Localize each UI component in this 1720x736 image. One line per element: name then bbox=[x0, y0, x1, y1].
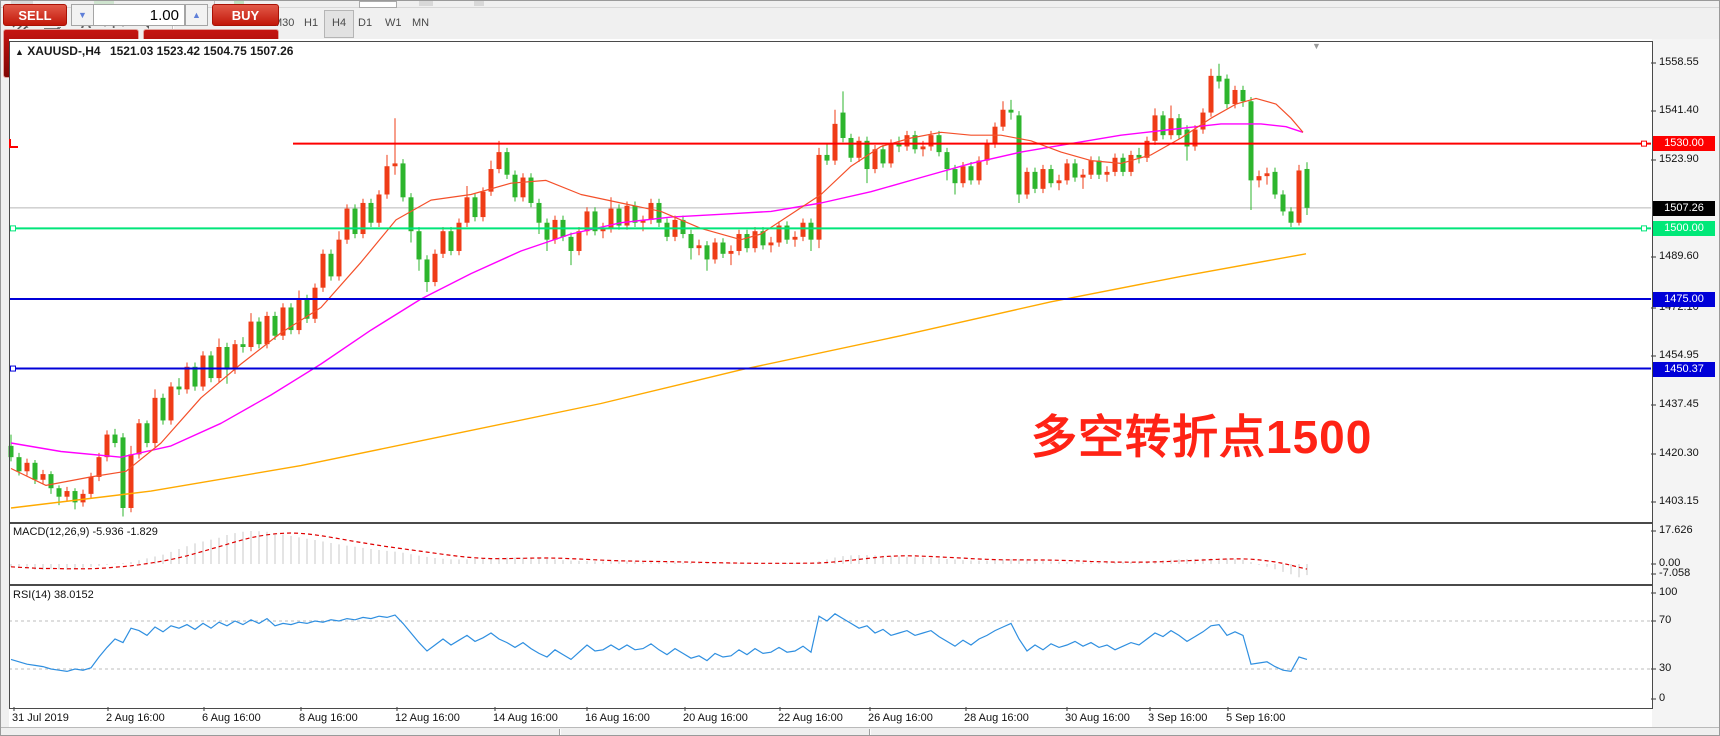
rsi-tick-label: 0 bbox=[1659, 692, 1666, 704]
rsi-tick-label: 30 bbox=[1659, 662, 1672, 674]
clipped-toolbar-row bbox=[1, 1, 1719, 8]
macd-tick-label: -7.058 bbox=[1659, 567, 1691, 579]
price-tick-label: 1489.60 bbox=[1659, 250, 1699, 262]
clipped-button bbox=[234, 1, 244, 6]
date-axis-label: 26 Aug 16:00 bbox=[868, 712, 933, 724]
rsi-tick-label: 70 bbox=[1659, 614, 1672, 626]
date-axis-label: 30 Aug 16:00 bbox=[1065, 712, 1130, 724]
chart-shift-marker-icon[interactable]: ▼ bbox=[1312, 41, 1321, 51]
date-axis-label: 16 Aug 16:00 bbox=[585, 712, 650, 724]
date-axis-label: 31 Jul 2019 bbox=[12, 712, 69, 724]
clipped-button bbox=[474, 1, 484, 6]
clipped-button bbox=[419, 1, 433, 6]
date-axis-label: 28 Aug 16:00 bbox=[964, 712, 1029, 724]
clipped-input bbox=[359, 1, 397, 8]
chart-symbol-header: ▲ XAUUSD-,H4 1521.03 1523.42 1504.75 150… bbox=[15, 44, 293, 58]
date-axis-label: 22 Aug 16:00 bbox=[778, 712, 843, 724]
price-badge: 1450.37 bbox=[1653, 361, 1715, 377]
clipped-button bbox=[94, 1, 114, 6]
price-tick-label: 1454.95 bbox=[1659, 349, 1699, 361]
date-axis-label: 5 Sep 16:00 bbox=[1226, 712, 1286, 724]
clipped-status-bar bbox=[1, 727, 1719, 735]
collapse-arrow-icon[interactable]: ▲ bbox=[15, 47, 24, 57]
volume-increase-button[interactable]: ▲ bbox=[185, 4, 208, 26]
date-axis-label: 20 Aug 16:00 bbox=[683, 712, 748, 724]
timeframe-button-h4[interactable]: H4 bbox=[324, 10, 355, 38]
price-tick-label: 1523.90 bbox=[1659, 153, 1699, 165]
rsi-indicator-label: RSI(14) 38.0152 bbox=[13, 589, 94, 601]
symbol-label: XAUUSD-,H4 bbox=[27, 44, 101, 58]
price-tick-label: 1403.15 bbox=[1659, 495, 1699, 507]
timeframe-button-h1[interactable]: H1 bbox=[304, 17, 319, 29]
price-badge: 1475.00 bbox=[1653, 291, 1715, 307]
macd-indicator-label: MACD(12,26,9) -5.936 -1.829 bbox=[13, 526, 158, 538]
timeframe-button-mn[interactable]: MN bbox=[412, 17, 430, 29]
clipped-button bbox=[11, 1, 33, 6]
price-tick-label: 1437.45 bbox=[1659, 398, 1699, 410]
sell-button[interactable]: SELL bbox=[3, 4, 67, 26]
date-axis-label: 6 Aug 16:00 bbox=[202, 712, 261, 724]
status-bar-separator bbox=[869, 729, 871, 735]
volume-decrease-button[interactable]: ▼ bbox=[71, 4, 94, 26]
date-axis-label: 2 Aug 16:00 bbox=[106, 712, 165, 724]
chart-background bbox=[9, 39, 1652, 729]
price-tick-label: 1420.30 bbox=[1659, 447, 1699, 459]
date-axis-label: 12 Aug 16:00 bbox=[395, 712, 460, 724]
red-line-left-handle[interactable] bbox=[9, 139, 11, 148]
date-axis-label: 14 Aug 16:00 bbox=[493, 712, 558, 724]
timeframe-button-d1[interactable]: D1 bbox=[358, 17, 373, 29]
macd-tick-label: 17.626 bbox=[1659, 524, 1693, 536]
red-line-left-handle[interactable] bbox=[9, 146, 18, 148]
price-badge: 1530.00 bbox=[1653, 135, 1715, 151]
toolbar-separator bbox=[214, 1, 215, 6]
price-tick-label: 1558.55 bbox=[1659, 56, 1699, 68]
timeframe-button-w1[interactable]: W1 bbox=[385, 17, 402, 29]
chart-text-annotation: 多空转折点1500 bbox=[1031, 411, 1373, 463]
status-bar-separator bbox=[559, 729, 561, 735]
price-badge: 1500.00 bbox=[1653, 220, 1715, 236]
price-badge: 1507.26 bbox=[1653, 200, 1715, 216]
price-tick-label: 1541.40 bbox=[1659, 104, 1699, 116]
date-axis-label: 3 Sep 16:00 bbox=[1148, 712, 1208, 724]
buy-button[interactable]: BUY bbox=[212, 4, 279, 26]
date-axis-label: 8 Aug 16:00 bbox=[299, 712, 358, 724]
ohlc-values: 1521.03 1523.42 1504.75 1507.26 bbox=[109, 44, 294, 58]
rsi-tick-label: 100 bbox=[1659, 586, 1678, 598]
price-axis-background bbox=[1652, 39, 1719, 735]
macd-tick-label: 0.00 bbox=[1659, 557, 1681, 569]
volume-input[interactable] bbox=[93, 4, 185, 26]
